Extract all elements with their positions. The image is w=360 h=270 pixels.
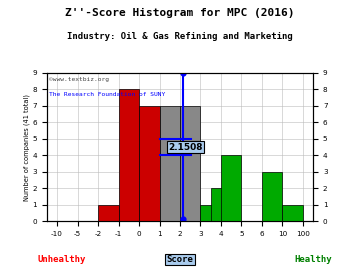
Y-axis label: Number of companies (41 total): Number of companies (41 total) <box>23 94 30 201</box>
Text: Z''-Score Histogram for MPC (2016): Z''-Score Histogram for MPC (2016) <box>65 8 295 18</box>
Bar <box>283 205 303 221</box>
Text: Unhealthy: Unhealthy <box>37 255 85 264</box>
Bar <box>118 89 139 221</box>
Text: Score: Score <box>167 255 193 264</box>
Bar <box>98 205 118 221</box>
Bar <box>139 106 159 221</box>
Bar <box>211 188 231 221</box>
Bar <box>180 106 201 221</box>
Bar <box>221 156 242 221</box>
Text: The Research Foundation of SUNY: The Research Foundation of SUNY <box>49 92 166 97</box>
Bar <box>159 106 180 221</box>
Text: Industry: Oil & Gas Refining and Marketing: Industry: Oil & Gas Refining and Marketi… <box>67 32 293 41</box>
Bar <box>201 205 221 221</box>
Text: ©www.textbiz.org: ©www.textbiz.org <box>49 77 109 82</box>
Bar <box>262 172 283 221</box>
Text: Healthy: Healthy <box>294 255 332 264</box>
Text: 2.1508: 2.1508 <box>168 143 202 152</box>
